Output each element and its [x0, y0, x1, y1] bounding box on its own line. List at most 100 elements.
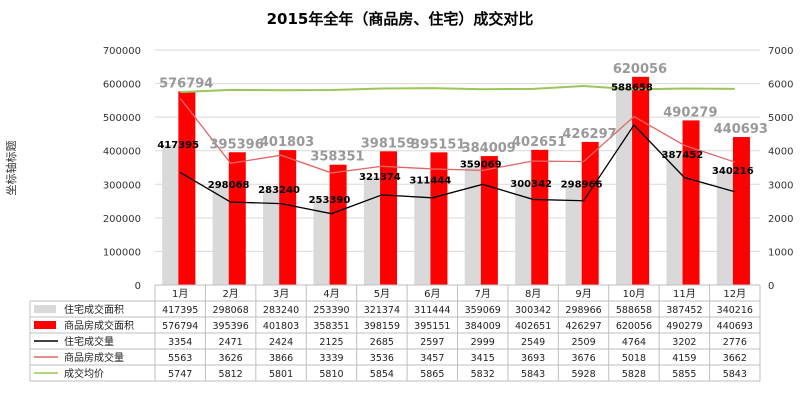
data-label-residential: 311444 [409, 175, 451, 186]
table-cell: 5812 [219, 369, 243, 380]
category-label: 5月 [374, 288, 390, 300]
bar-residential-area [615, 87, 633, 286]
bar-commercial-area [632, 76, 650, 285]
table-cell: 5855 [672, 369, 696, 380]
table-cell: 5563 [168, 353, 192, 364]
bar-residential-area [666, 154, 684, 285]
bar-commercial-area [279, 150, 297, 285]
y-right-tick-label: 1000 [768, 247, 793, 258]
table-cell: 5843 [723, 369, 747, 380]
data-label-commercial: 440693 [714, 122, 768, 137]
table-cell: 5747 [168, 369, 192, 380]
legend-series-name: 住宅成交量 [64, 335, 114, 348]
line-series [179, 97, 735, 174]
table-cell: 5854 [370, 369, 394, 380]
data-label-residential: 340216 [712, 166, 754, 177]
data-label-residential: 588658 [611, 82, 653, 93]
table-cell: 440693 [717, 321, 753, 332]
table-cell: 359069 [465, 305, 501, 316]
table-cell: 490279 [666, 321, 702, 332]
category-label: 3月 [273, 288, 289, 300]
table-cell: 3536 [370, 353, 394, 364]
category-label: 7月 [475, 288, 491, 300]
table-cell: 395396 [212, 321, 248, 332]
table-cell: 2509 [571, 337, 595, 348]
bar-commercial-area [430, 152, 448, 285]
bar-residential-area [515, 184, 533, 285]
table-cell: 3626 [219, 353, 243, 364]
table-cell: 5018 [622, 353, 646, 364]
data-label-residential: 387452 [662, 150, 704, 161]
table-cell: 576794 [162, 321, 198, 332]
legend-series-name: 商品房成交量 [64, 351, 124, 364]
bar-commercial-area [531, 149, 549, 285]
chart-title: 2015年全年（商品房、住宅）成交对比 [267, 10, 534, 28]
table-cell: 5928 [571, 369, 595, 380]
table-cell: 5865 [420, 369, 444, 380]
data-label-residential: 321374 [359, 172, 401, 183]
y-left-tick-label: 200000 [103, 214, 141, 225]
category-label: 2月 [222, 288, 238, 300]
category-label: 8月 [525, 288, 541, 300]
table-cell: 298966 [565, 305, 601, 316]
table-cell: 3457 [420, 353, 444, 364]
y-left-tick-label: 300000 [103, 180, 141, 191]
data-label-commercial: 395151 [411, 137, 465, 152]
table-cell: 384009 [465, 321, 501, 332]
y-axis-title: 坐标轴标题 [4, 141, 18, 196]
data-label-commercial: 402651 [512, 135, 566, 150]
bar-residential-area [565, 184, 583, 285]
table-cell: 298068 [212, 305, 248, 316]
table-cell: 340216 [717, 305, 753, 316]
table-cell: 3202 [672, 337, 696, 348]
y-right-tick-label: 2000 [768, 214, 793, 225]
table-cell: 426297 [565, 321, 601, 332]
series-lines [179, 84, 735, 215]
y-right-tick-label: 7000 [768, 46, 793, 57]
table-cell: 3662 [723, 353, 747, 364]
table-cell: 253390 [313, 305, 349, 316]
y-left-tick-label: 0 [135, 281, 141, 292]
data-label-residential: 300342 [510, 179, 552, 190]
gridlines [155, 49, 760, 286]
data-label-residential: 253390 [309, 195, 351, 206]
table-cell: 2125 [319, 337, 343, 348]
data-label-commercial: 395396 [209, 137, 263, 152]
category-label: 12月 [723, 288, 746, 300]
category-label: 1月 [172, 288, 188, 300]
y-right-tick-label: 6000 [768, 80, 793, 91]
table-cell: 395151 [414, 321, 450, 332]
table-cell: 2549 [521, 337, 545, 348]
bar-commercial-area [228, 152, 246, 285]
bar-residential-area [263, 189, 281, 285]
table-cell: 321374 [364, 305, 400, 316]
table-cell: 2685 [370, 337, 394, 348]
y-right-tick-label: 3000 [768, 180, 793, 191]
line-series [180, 84, 735, 94]
category-label: 11月 [673, 288, 696, 300]
bar-residential-area [162, 144, 180, 285]
table-cell: 5810 [319, 369, 343, 380]
legend-series-name: 成交均价 [64, 367, 104, 380]
table-cell: 4764 [622, 337, 646, 348]
bar-commercial-area [380, 151, 398, 285]
data-label-commercial: 426297 [562, 127, 616, 142]
legend-series-name: 商品房成交面积 [64, 319, 134, 332]
data-label-commercial: 490279 [663, 105, 717, 120]
table-cell: 2999 [471, 337, 495, 348]
table-cell: 2471 [219, 337, 243, 348]
bar-residential-area [363, 177, 381, 285]
bar-commercial-area [581, 141, 599, 285]
bar-residential-area [414, 180, 432, 285]
table-cell: 3415 [471, 353, 495, 364]
data-labels: 576794 3953964018033583513981593951513840… [157, 62, 768, 206]
y-left-tick-label: 500000 [103, 113, 141, 124]
data-label-commercial: 401803 [260, 135, 314, 150]
table-cell: 3676 [571, 353, 595, 364]
category-label: 9月 [575, 288, 591, 300]
table-cell: 398159 [364, 321, 400, 332]
table-cell: 3693 [521, 353, 545, 364]
category-label: 4月 [323, 288, 339, 300]
table-cell: 5843 [521, 369, 545, 380]
